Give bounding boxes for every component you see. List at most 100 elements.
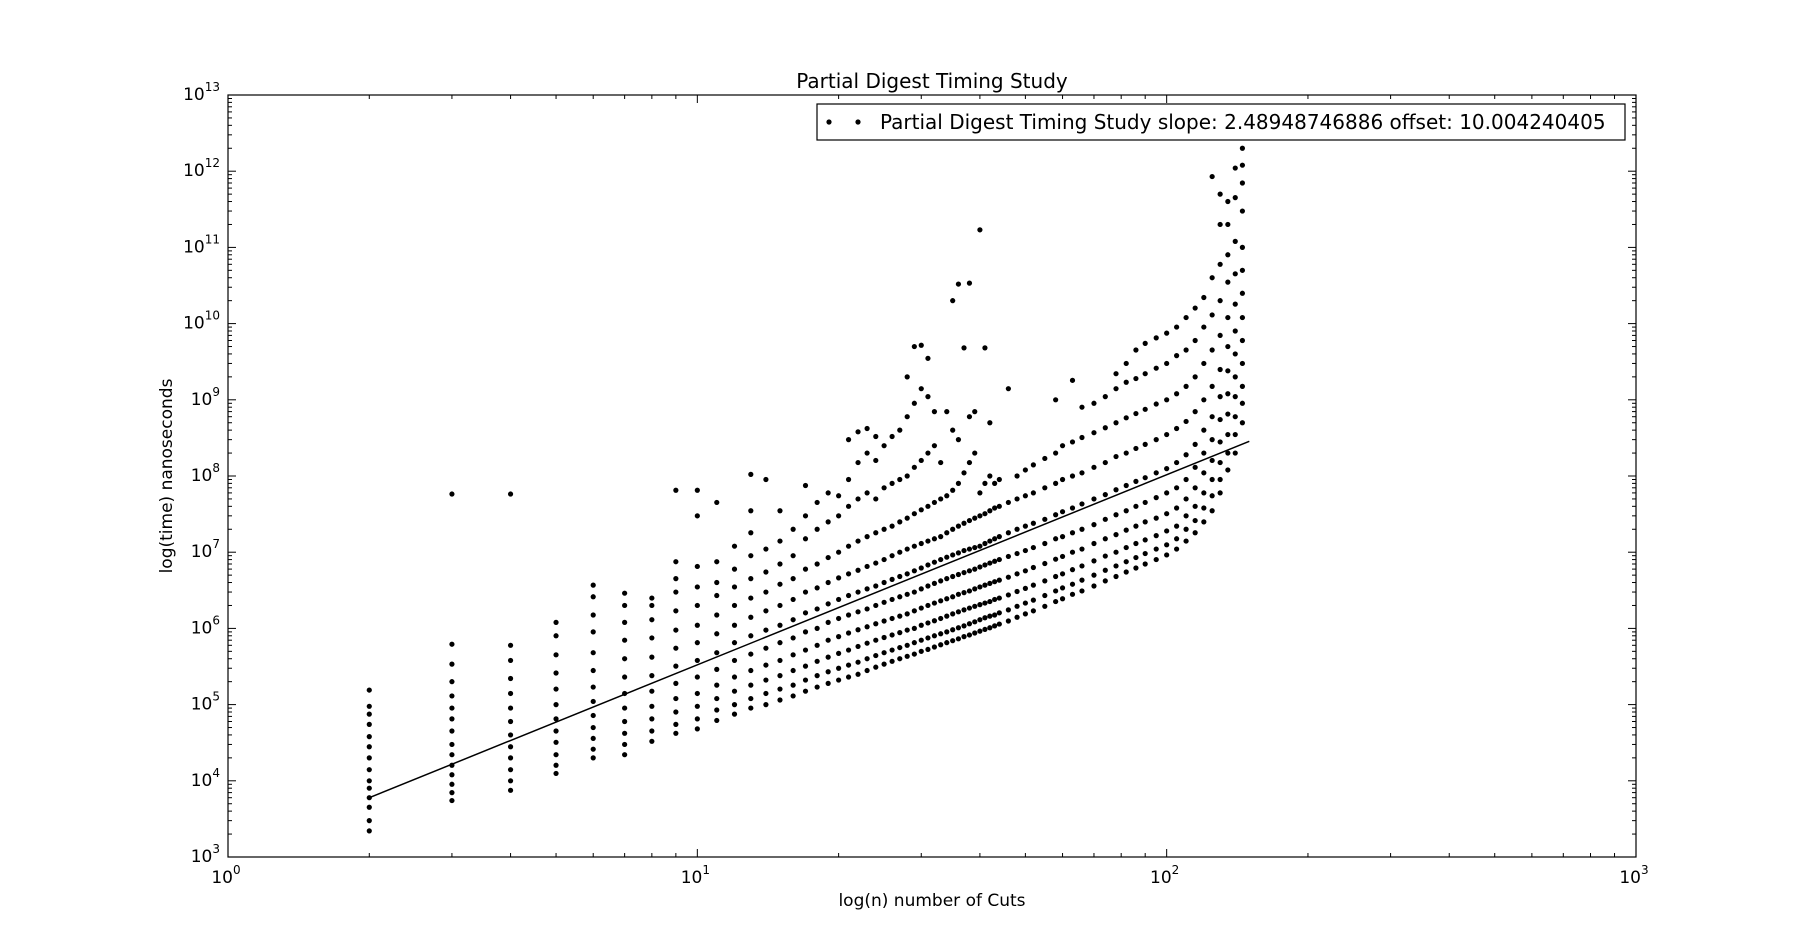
- data-point: [1030, 544, 1036, 551]
- data-point: [972, 450, 978, 456]
- data-point: [982, 540, 988, 547]
- data-point: [366, 828, 372, 834]
- data-point: [1053, 556, 1059, 562]
- data-point: [1174, 324, 1180, 330]
- data-point: [553, 633, 559, 639]
- data-point: [1079, 563, 1085, 569]
- y-tick-exponent: 9: [212, 385, 220, 399]
- data-point: [836, 615, 842, 622]
- data-point: [987, 580, 993, 586]
- data-point: [955, 437, 962, 443]
- data-point: [1042, 540, 1048, 547]
- data-point: [366, 767, 372, 773]
- y-tick-label: 103: [191, 842, 220, 867]
- data-point: [972, 544, 978, 551]
- data-point: [1123, 360, 1129, 367]
- data-point: [714, 695, 720, 702]
- data-point: [996, 610, 1002, 616]
- data-point: [977, 584, 983, 590]
- y-tick-base: 10: [183, 314, 205, 334]
- data-point: [925, 394, 931, 400]
- data-point: [845, 503, 852, 509]
- data-point: [1232, 301, 1238, 307]
- data-point: [649, 673, 655, 679]
- data-point: [731, 543, 738, 549]
- data-point: [1014, 614, 1020, 620]
- data-point: [864, 425, 870, 432]
- data-point: [714, 559, 720, 565]
- data-point: [694, 716, 700, 722]
- y-tick-exponent: 7: [212, 537, 220, 551]
- data-point: [864, 656, 870, 662]
- data-point: [777, 602, 783, 609]
- data-point: [1217, 191, 1223, 197]
- data-point: [1123, 559, 1129, 565]
- data-point: [777, 673, 783, 679]
- data-point: [449, 491, 455, 497]
- data-point: [1069, 439, 1076, 445]
- data-point: [1183, 496, 1189, 502]
- data-point: [763, 627, 769, 633]
- data-point: [802, 647, 809, 653]
- data-point: [889, 576, 895, 582]
- data-point: [1239, 290, 1246, 296]
- data-point: [1123, 482, 1129, 489]
- data-point: [814, 526, 820, 532]
- data-point: [1174, 505, 1180, 511]
- data-point: [944, 613, 950, 619]
- data-point: [1030, 564, 1036, 571]
- data-point: [694, 622, 700, 628]
- data-point: [449, 716, 455, 722]
- data-point: [763, 589, 769, 595]
- data-point: [889, 632, 895, 638]
- data-point: [961, 634, 967, 640]
- data-point: [897, 519, 903, 525]
- data-point: [731, 657, 738, 664]
- data-point: [950, 594, 956, 600]
- data-point: [731, 688, 738, 694]
- data-point: [955, 480, 962, 486]
- data-point: [1239, 420, 1246, 426]
- data-point: [1069, 505, 1076, 511]
- data-point: [1133, 540, 1139, 547]
- data-point: [1209, 347, 1215, 353]
- data-point: [918, 605, 924, 611]
- data-point: [1153, 546, 1159, 552]
- data-point: [694, 640, 700, 646]
- data-point: [777, 657, 783, 664]
- data-point: [731, 674, 738, 680]
- data-point: [897, 549, 903, 555]
- data-point: [825, 579, 831, 586]
- data-point: [918, 507, 924, 513]
- data-point: [1209, 173, 1215, 180]
- data-point: [911, 589, 917, 595]
- data-point: [748, 667, 754, 674]
- data-point: [649, 728, 655, 734]
- data-point: [1133, 375, 1139, 382]
- data-point: [553, 728, 559, 734]
- data-point: [802, 677, 809, 683]
- data-point: [961, 470, 967, 476]
- data-point: [977, 564, 983, 570]
- data-point: [992, 612, 998, 618]
- data-point: [925, 538, 931, 544]
- data-point: [649, 688, 655, 694]
- data-point: [649, 595, 655, 601]
- data-point: [825, 554, 831, 561]
- data-point: [996, 534, 1002, 540]
- data-point: [1174, 536, 1180, 542]
- data-point: [802, 610, 809, 616]
- data-point: [1142, 561, 1148, 567]
- data-point: [1133, 565, 1139, 571]
- data-point: [1142, 550, 1148, 557]
- data-point: [1209, 493, 1215, 499]
- data-point: [590, 629, 596, 635]
- data-point: [944, 640, 950, 646]
- data-point: [982, 615, 988, 621]
- data-point: [1209, 508, 1215, 514]
- data-point: [911, 651, 917, 657]
- data-point: [904, 546, 910, 552]
- data-point: [1164, 552, 1170, 558]
- data-point: [553, 716, 559, 722]
- data-point: [1005, 607, 1011, 613]
